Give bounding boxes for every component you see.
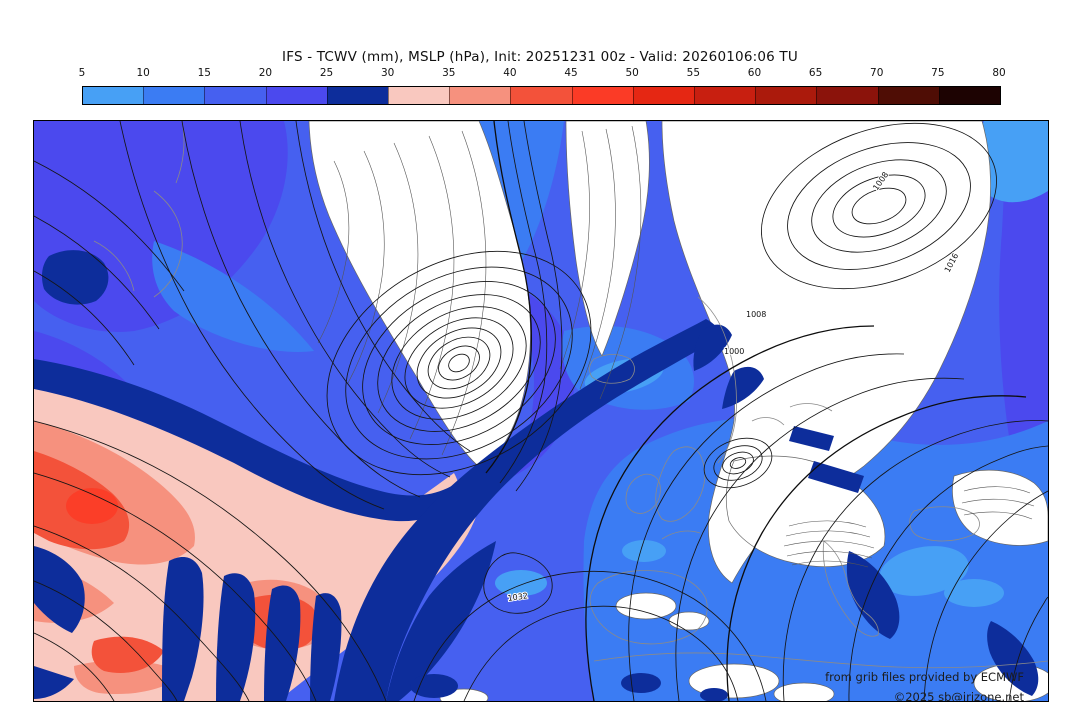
tcwv-below-5-regions	[308, 121, 1048, 701]
isobar-label-1032: 1032	[507, 591, 528, 603]
isobar-label-1008: 1008	[746, 310, 766, 319]
colorbar-segment-15-20	[204, 87, 266, 104]
isobars-iceland-low	[326, 250, 592, 476]
caucasus-white-region	[952, 469, 1048, 546]
tcwv-45-50-core	[66, 488, 118, 524]
colorbar-segment-70-75	[877, 87, 939, 104]
tcwv-25-30-regions	[34, 250, 1039, 701]
colorbar-tick-60: 60	[747, 67, 762, 79]
colorbar-tick-50: 50	[625, 67, 639, 79]
colorbar-segment-35-40	[449, 87, 511, 104]
colorbar-tick-35: 35	[442, 67, 456, 79]
colorbar-tick-25: 25	[319, 67, 334, 79]
colorbar-segment-20-25	[265, 87, 327, 104]
colorbar-tick-40: 40	[503, 67, 517, 79]
colorbar-segment-30-35	[388, 87, 450, 104]
isobar-label-1000: 1000	[724, 347, 744, 356]
attribution-source: from grib files provided by ECMWF	[825, 670, 1024, 684]
colorbar-segment-75-80	[938, 87, 1001, 104]
colorbar-segment-50-55	[632, 87, 695, 104]
colorbar-segment-55-60	[694, 87, 756, 104]
colorbar-tick-45: 45	[564, 67, 578, 79]
isobars-scandinavian-high	[761, 122, 997, 290]
colorbar-segment-25-30	[326, 87, 389, 104]
colorbar	[82, 86, 1001, 105]
colorbar-tick-70: 70	[870, 67, 884, 79]
colorbar-segment-60-65	[755, 87, 817, 104]
colorbar-tick-labels: 5 10 15 20 25 30 35 40 45 50 55 60 65 70 75 80	[78, 67, 1006, 83]
colorbar-segment-45-50	[571, 87, 633, 104]
colorbar-tick-5: 5	[78, 67, 86, 79]
colorbar-segment-10-15	[143, 87, 205, 104]
colorbar-tick-15: 15	[197, 67, 211, 79]
colorbar-tick-30: 30	[380, 67, 395, 79]
map-canvas: 1008 1000 1016 1032 1008	[34, 121, 1048, 701]
colorbar-segment-5-10	[83, 87, 144, 104]
isobar-azores-closed	[483, 552, 553, 614]
colorbar-segment-65-70	[816, 87, 878, 104]
attribution-copyright: ©2025 sb@irizone.net	[893, 690, 1024, 702]
isobars-uk-low	[703, 437, 773, 489]
colorbar-tick-20: 20	[258, 67, 273, 79]
weather-map: 1008 1000 1016 1032 1008 from grib files…	[33, 120, 1049, 702]
isobars-general	[34, 121, 1048, 701]
colorbar-tick-10: 10	[136, 67, 150, 79]
chart-title: IFS - TCWV (mm), MSLP (hPa), Init: 20251…	[282, 49, 798, 65]
colorbar-segment-40-45	[510, 87, 572, 104]
colorbar-tick-55: 55	[686, 67, 701, 79]
topography-contours	[317, 125, 1035, 568]
colorbar-tick-75: 75	[931, 67, 945, 79]
colorbar-tick-65: 65	[808, 67, 823, 79]
colorbar-tick-80: 80	[992, 67, 1006, 79]
